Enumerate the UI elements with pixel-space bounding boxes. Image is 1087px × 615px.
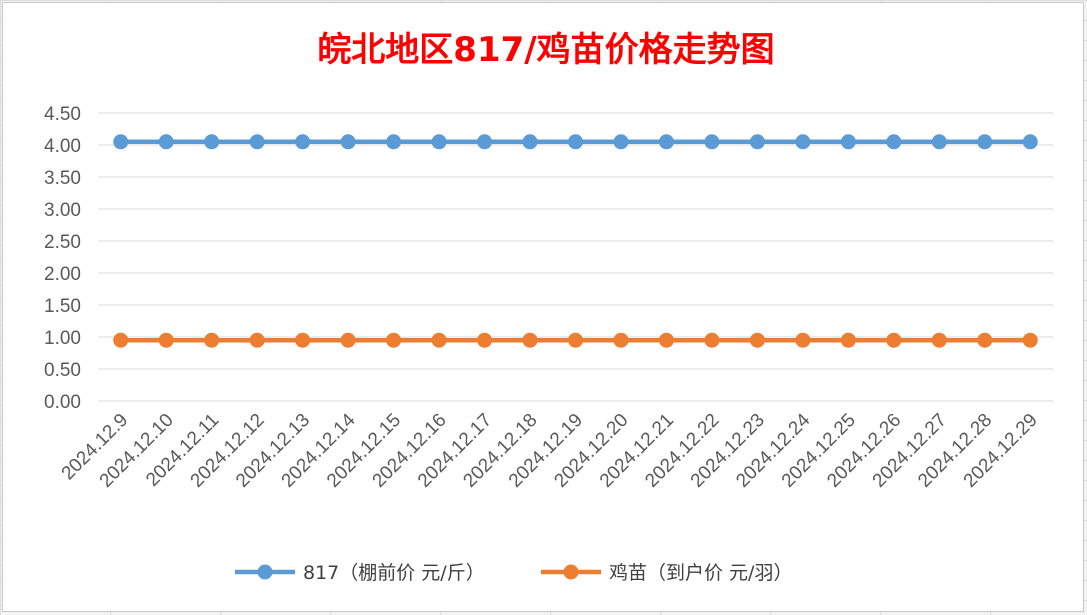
y-tick-label: 0.50: [44, 360, 81, 381]
data-point: [522, 332, 538, 348]
data-point: [1022, 332, 1038, 348]
data-point: [158, 332, 174, 348]
data-point: [795, 332, 811, 348]
legend-item-1: 817（棚前价 元/斤）: [235, 562, 485, 584]
data-point: [1022, 134, 1038, 150]
legend-label: 鸡苗（到户价 元/羽）: [609, 562, 792, 584]
series-1: [113, 134, 1038, 150]
y-axis-tick-labels: 0.00 0.50 1.00 1.50 2.00 2.50 3.00 3.50 4.00 4.50: [44, 104, 81, 413]
data-point: [795, 134, 811, 150]
data-point: [158, 134, 174, 150]
data-point: [886, 332, 902, 348]
data-point: [658, 134, 674, 150]
legend-marker: [257, 564, 273, 580]
data-point: [340, 332, 356, 348]
line-chart: 皖北地区817/鸡苗价格走势图 0.00 0.50 1.00 1.50 2.00 2.50…: [44, 30, 1053, 584]
legend-item-2: 鸡苗（到户价 元/羽）: [541, 562, 792, 584]
data-point: [113, 332, 129, 348]
y-tick-label: 4.00: [44, 136, 81, 157]
data-point: [840, 332, 856, 348]
data-point: [386, 134, 402, 150]
gridlines: [98, 112, 1053, 402]
data-point: [886, 134, 902, 150]
data-point: [204, 332, 220, 348]
y-tick-label: 2.00: [44, 264, 81, 285]
data-point: [613, 134, 629, 150]
x-axis-tick-labels: 2024.12.92024.12.102024.12.112024.12.122…: [58, 409, 1042, 491]
y-tick-label: 1.00: [44, 328, 81, 349]
data-point: [386, 332, 402, 348]
data-point: [568, 134, 583, 150]
data-point: [249, 134, 265, 150]
data-point: [477, 134, 493, 150]
data-point: [840, 134, 856, 150]
data-point: [431, 134, 447, 150]
data-point: [704, 134, 720, 150]
data-point: [431, 332, 447, 348]
y-tick-label: 2.50: [44, 232, 81, 253]
y-tick-label: 1.50: [44, 296, 81, 317]
data-point: [477, 332, 493, 348]
legend-label: 817（棚前价 元/斤）: [303, 562, 485, 584]
series-2: [113, 332, 1038, 348]
data-point: [931, 332, 947, 348]
y-tick-label: 0.00: [44, 392, 81, 413]
data-point: [613, 332, 629, 348]
data-point: [977, 332, 993, 348]
data-point: [658, 332, 674, 348]
data-point: [295, 332, 311, 348]
data-point: [977, 134, 993, 150]
data-point: [749, 134, 765, 150]
y-tick-label: 4.50: [44, 104, 81, 125]
data-point: [295, 134, 311, 150]
data-point: [749, 332, 765, 348]
data-point: [568, 332, 583, 348]
legend: 817（棚前价 元/斤） 鸡苗（到户价 元/羽）: [235, 562, 792, 584]
data-point: [204, 134, 220, 150]
data-point: [340, 134, 356, 150]
data-point: [704, 332, 720, 348]
chart-title: 皖北地区817/鸡苗价格走势图: [317, 30, 774, 70]
data-point: [931, 134, 947, 150]
data-point: [113, 134, 129, 150]
series-lines: [113, 134, 1038, 348]
data-point: [249, 332, 265, 348]
y-tick-label: 3.50: [44, 168, 81, 189]
y-tick-label: 3.00: [44, 200, 81, 221]
data-point: [522, 134, 538, 150]
legend-marker: [563, 564, 579, 580]
